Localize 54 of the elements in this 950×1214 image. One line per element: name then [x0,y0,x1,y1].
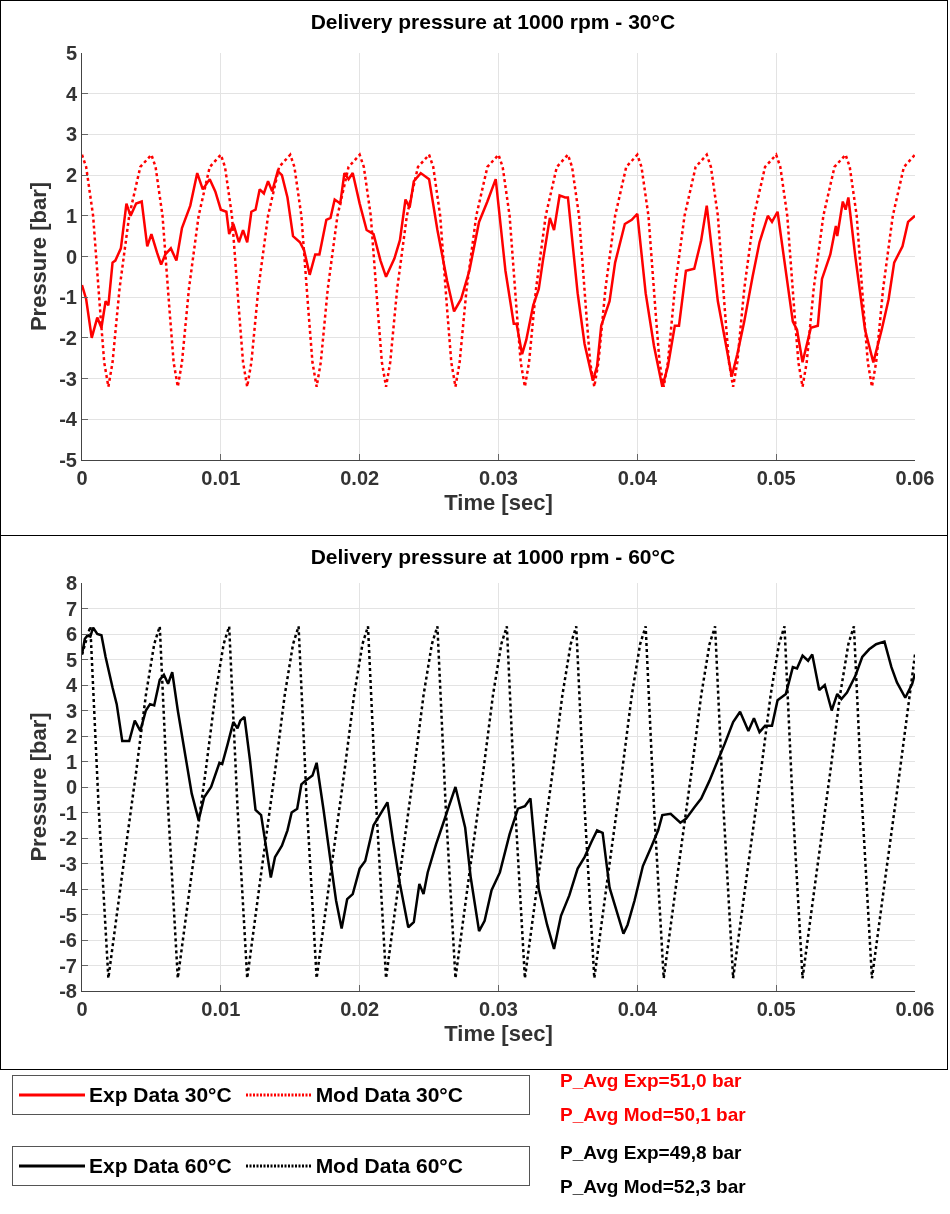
y-tick-label: 0 [65,245,77,268]
y-tick-label: -5 [59,449,77,471]
y-tick-label: 8 [65,572,77,594]
text: P_Avg Mod=52,3 bar [560,1175,746,1199]
y-tick-label: 1 [65,750,77,773]
y-tick-label: 7 [65,597,77,620]
y-tick-label: 5 [65,42,77,64]
x-tick-label: 0.05 [756,467,796,489]
y-tick-label: 4 [65,82,78,105]
y-tick-label: -7 [59,954,77,977]
chart-title: Delivery pressure at 1000 rpm - 60°C [310,545,676,569]
x-axis-title: Time [sec] [444,489,553,515]
y-tick-label: -2 [59,326,77,349]
y-tick-label: -4 [59,408,78,431]
y-tick-label: -1 [59,286,77,309]
y-tick-label: 2 [65,725,77,747]
y-axis-title: Pressure [bar] [26,181,51,332]
y-tick-label: -3 [59,367,77,390]
y-tick-label: -3 [59,852,77,875]
legend-label: Exp Data 30°C [89,1083,232,1107]
y-tick-label: -6 [59,929,77,951]
legend-label: Mod Data 60°C [315,1154,463,1178]
y-tick-label: 2 [65,164,77,187]
x-tick-label: 0.01 [201,998,241,1020]
x-tick-label: 0.05 [756,998,796,1020]
x-tick-label: 0.04 [617,998,658,1020]
y-tick-label: 6 [65,623,77,645]
text: P_Avg Exp=51,0 bar [560,1069,743,1093]
chart-title: Delivery pressure at 1000 rpm - 30°C [310,10,676,34]
y-axis-title: Pressure [bar] [26,712,51,862]
x-tick-label: 0.04 [617,467,658,489]
x-tick-label: 0.06 [895,467,935,489]
x-tick-label: 0.01 [201,467,241,489]
x-tick-label: 0.03 [479,998,518,1020]
y-tick-label: -4 [59,878,78,900]
y-tick-label: 0 [65,776,77,798]
x-tick-label: 0.02 [340,998,380,1020]
text: P_Avg Exp=49,8 bar [560,1141,743,1165]
y-tick-label: -8 [59,980,77,1002]
y-tick-label: 4 [65,674,78,696]
legend-label: Exp Data 60°C [89,1154,232,1178]
y-tick-label: -1 [59,801,77,824]
y-tick-label: 3 [65,699,77,722]
text: P_Avg Mod=50,1 bar [560,1103,746,1127]
legend-label: Mod Data 30°C [315,1083,463,1107]
y-tick-label: 5 [65,648,77,671]
x-axis-title: Time [sec] [444,1020,553,1046]
y-tick-label: 3 [65,123,77,146]
x-tick-label: 0.03 [479,467,518,489]
x-tick-label: 0.06 [895,998,935,1020]
y-tick-label: 1 [65,204,77,227]
y-tick-label: -2 [59,827,77,849]
y-tick-label: -5 [59,903,77,926]
x-tick-label: 0.02 [340,467,380,489]
